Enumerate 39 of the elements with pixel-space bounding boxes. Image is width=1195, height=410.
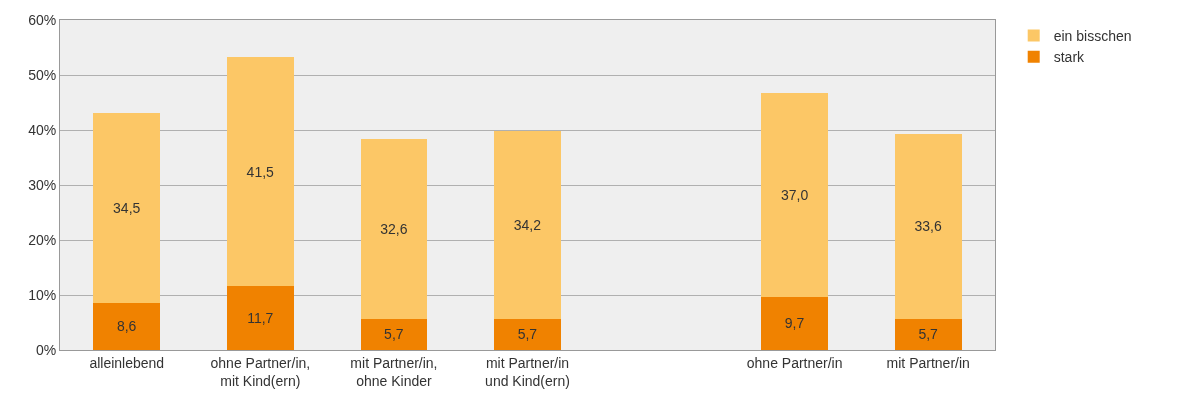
y-tick-label: 20% bbox=[28, 231, 57, 248]
data-label: 11,7 bbox=[247, 309, 274, 326]
x-tick-label: mit Partner/in, ohne Kinder bbox=[350, 354, 438, 389]
x-tick-label: ohne Partner/in bbox=[746, 354, 843, 371]
data-label: 5,7 bbox=[384, 326, 404, 343]
data-label: 34,5 bbox=[113, 199, 141, 216]
y-tick-label: 40% bbox=[28, 121, 57, 138]
y-tick-label: 0% bbox=[35, 341, 57, 358]
bar bbox=[761, 296, 829, 350]
x-tick-label: alleinlebend bbox=[89, 354, 165, 371]
data-label: 41,5 bbox=[246, 163, 275, 180]
bar bbox=[894, 318, 962, 350]
legend-label: ein bisschen bbox=[1053, 28, 1132, 45]
bar bbox=[360, 139, 428, 319]
data-label: 9,7 bbox=[784, 315, 805, 332]
bar bbox=[360, 318, 428, 350]
data-label: 5,7 bbox=[517, 326, 538, 343]
y-tick-label: 30% bbox=[28, 176, 57, 193]
bar bbox=[894, 133, 962, 319]
y-tick-label: 10% bbox=[28, 286, 57, 303]
bar bbox=[226, 285, 294, 350]
data-label: 5,7 bbox=[918, 326, 939, 343]
x-tick-label: mit Partner/in und Kind(ern) bbox=[485, 354, 570, 389]
bar bbox=[494, 130, 561, 319]
legend-label: stark bbox=[1053, 49, 1086, 66]
x-tick-label: mit Partner/in bbox=[886, 354, 970, 371]
data-label: 33,6 bbox=[914, 218, 942, 235]
x-tick-label: ohne Partner/in, mit Kind(ern) bbox=[210, 354, 311, 389]
bar bbox=[494, 318, 561, 350]
bar bbox=[761, 93, 829, 297]
bar bbox=[93, 112, 161, 303]
bar bbox=[93, 302, 161, 350]
data-label: 8,6 bbox=[116, 318, 137, 335]
y-tick-label: 60% bbox=[28, 11, 57, 28]
bar bbox=[226, 57, 294, 286]
data-label: 37,0 bbox=[780, 186, 809, 203]
data-label: 34,2 bbox=[513, 216, 542, 233]
data-label: 32,6 bbox=[380, 221, 408, 237]
y-tick-label: 50% bbox=[28, 66, 57, 83]
